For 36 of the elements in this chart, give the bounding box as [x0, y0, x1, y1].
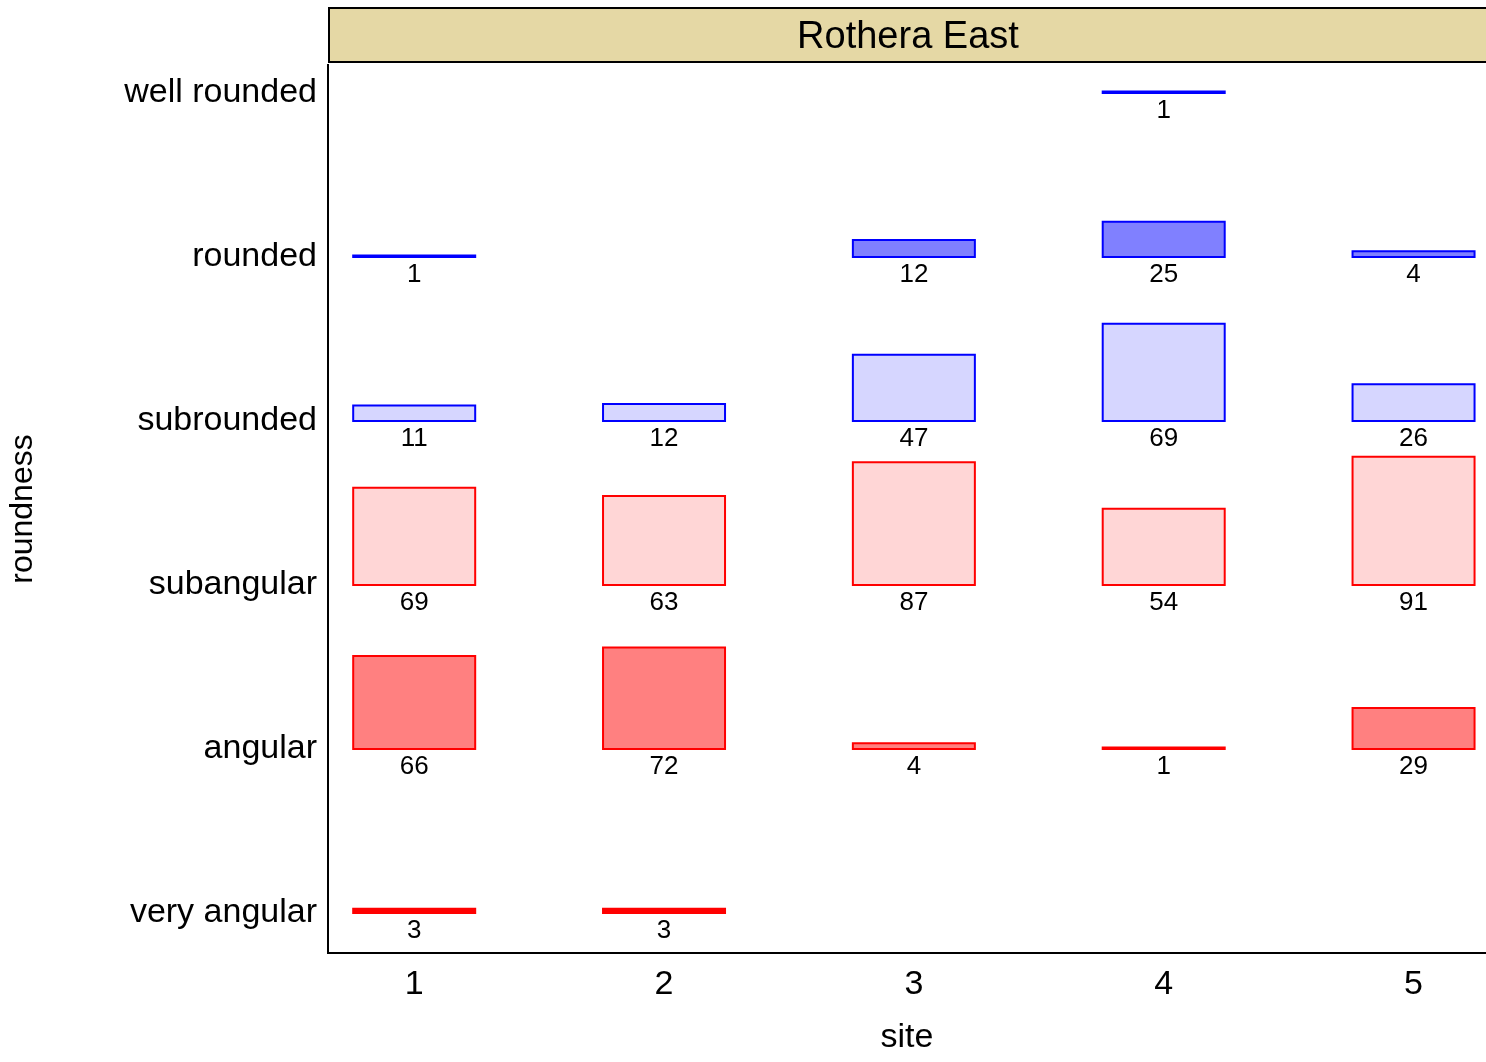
- data-label: 54: [1149, 586, 1179, 617]
- data-label: 11: [400, 422, 428, 453]
- data-label: 12: [899, 258, 929, 289]
- data-label: 4: [906, 750, 922, 781]
- y-axis-title: roundness: [3, 434, 40, 584]
- data-label: 87: [899, 586, 929, 617]
- data-label: 3: [656, 914, 672, 945]
- x-axis-title: site: [880, 1015, 934, 1054]
- y-tick-label: rounded: [192, 235, 317, 274]
- x-tick-label: 4: [1154, 962, 1174, 1001]
- data-label: 66: [399, 750, 429, 781]
- y-tick-label: subrounded: [137, 399, 317, 438]
- x-tick-label: 5: [1404, 962, 1424, 1001]
- data-label: 29: [1399, 750, 1429, 781]
- chart-title: Rothera East: [328, 7, 1486, 63]
- y-tick-label: very angular: [129, 891, 317, 930]
- data-label: 91: [1399, 586, 1429, 617]
- data-label: 1: [1156, 94, 1171, 125]
- data-label: 69: [399, 586, 429, 617]
- data-label: 4: [1406, 258, 1421, 289]
- data-label: 12: [649, 422, 679, 453]
- x-tick-label: 2: [654, 962, 674, 1001]
- data-label: 1: [1156, 750, 1171, 781]
- data-label: 1: [406, 258, 422, 289]
- data-label: 63: [649, 586, 679, 617]
- data-label: 26: [1399, 422, 1429, 453]
- x-tick-label: 1: [404, 962, 424, 1001]
- y-tick-label: well rounded: [123, 71, 317, 110]
- data-label: 69: [1149, 422, 1179, 453]
- y-tick-label: subangular: [148, 563, 317, 602]
- data-label: 3: [406, 914, 422, 945]
- data-label: 72: [649, 750, 679, 781]
- data-label: 25: [1149, 258, 1179, 289]
- x-tick-label: 3: [904, 962, 924, 1001]
- data-label: 47: [899, 422, 929, 453]
- y-tick-label: angular: [203, 727, 317, 766]
